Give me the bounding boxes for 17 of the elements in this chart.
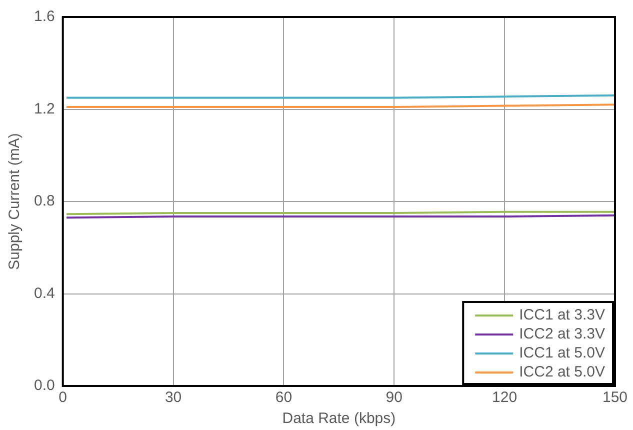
x-tick-label: 120 (492, 389, 518, 406)
legend-label: ICC2 at 5.0V (519, 364, 606, 381)
x-tick-label: 0 (58, 389, 68, 406)
y-tick-label: 1.6 (34, 8, 55, 26)
y-tick-label: 1.2 (34, 100, 55, 118)
x-tick-label: 150 (602, 389, 628, 406)
y-tick-label: 0.4 (34, 284, 55, 302)
x-tick-label: 90 (386, 389, 402, 406)
x-tick-label: 30 (164, 389, 182, 406)
x-axis-title: Data Rate (kbps) (282, 410, 396, 428)
legend-label: ICC1 at 5.0V (519, 344, 606, 362)
legend-label: ICC1 at 3.3V (519, 306, 606, 324)
y-axis-title: Supply Current (mA) (6, 133, 24, 270)
x-tick-label: 60 (275, 389, 292, 406)
y-tick-label: 0.8 (34, 192, 55, 210)
legend-label: ICC2 at 3.3V (519, 326, 606, 343)
y-tick-label: 0.0 (34, 377, 55, 394)
